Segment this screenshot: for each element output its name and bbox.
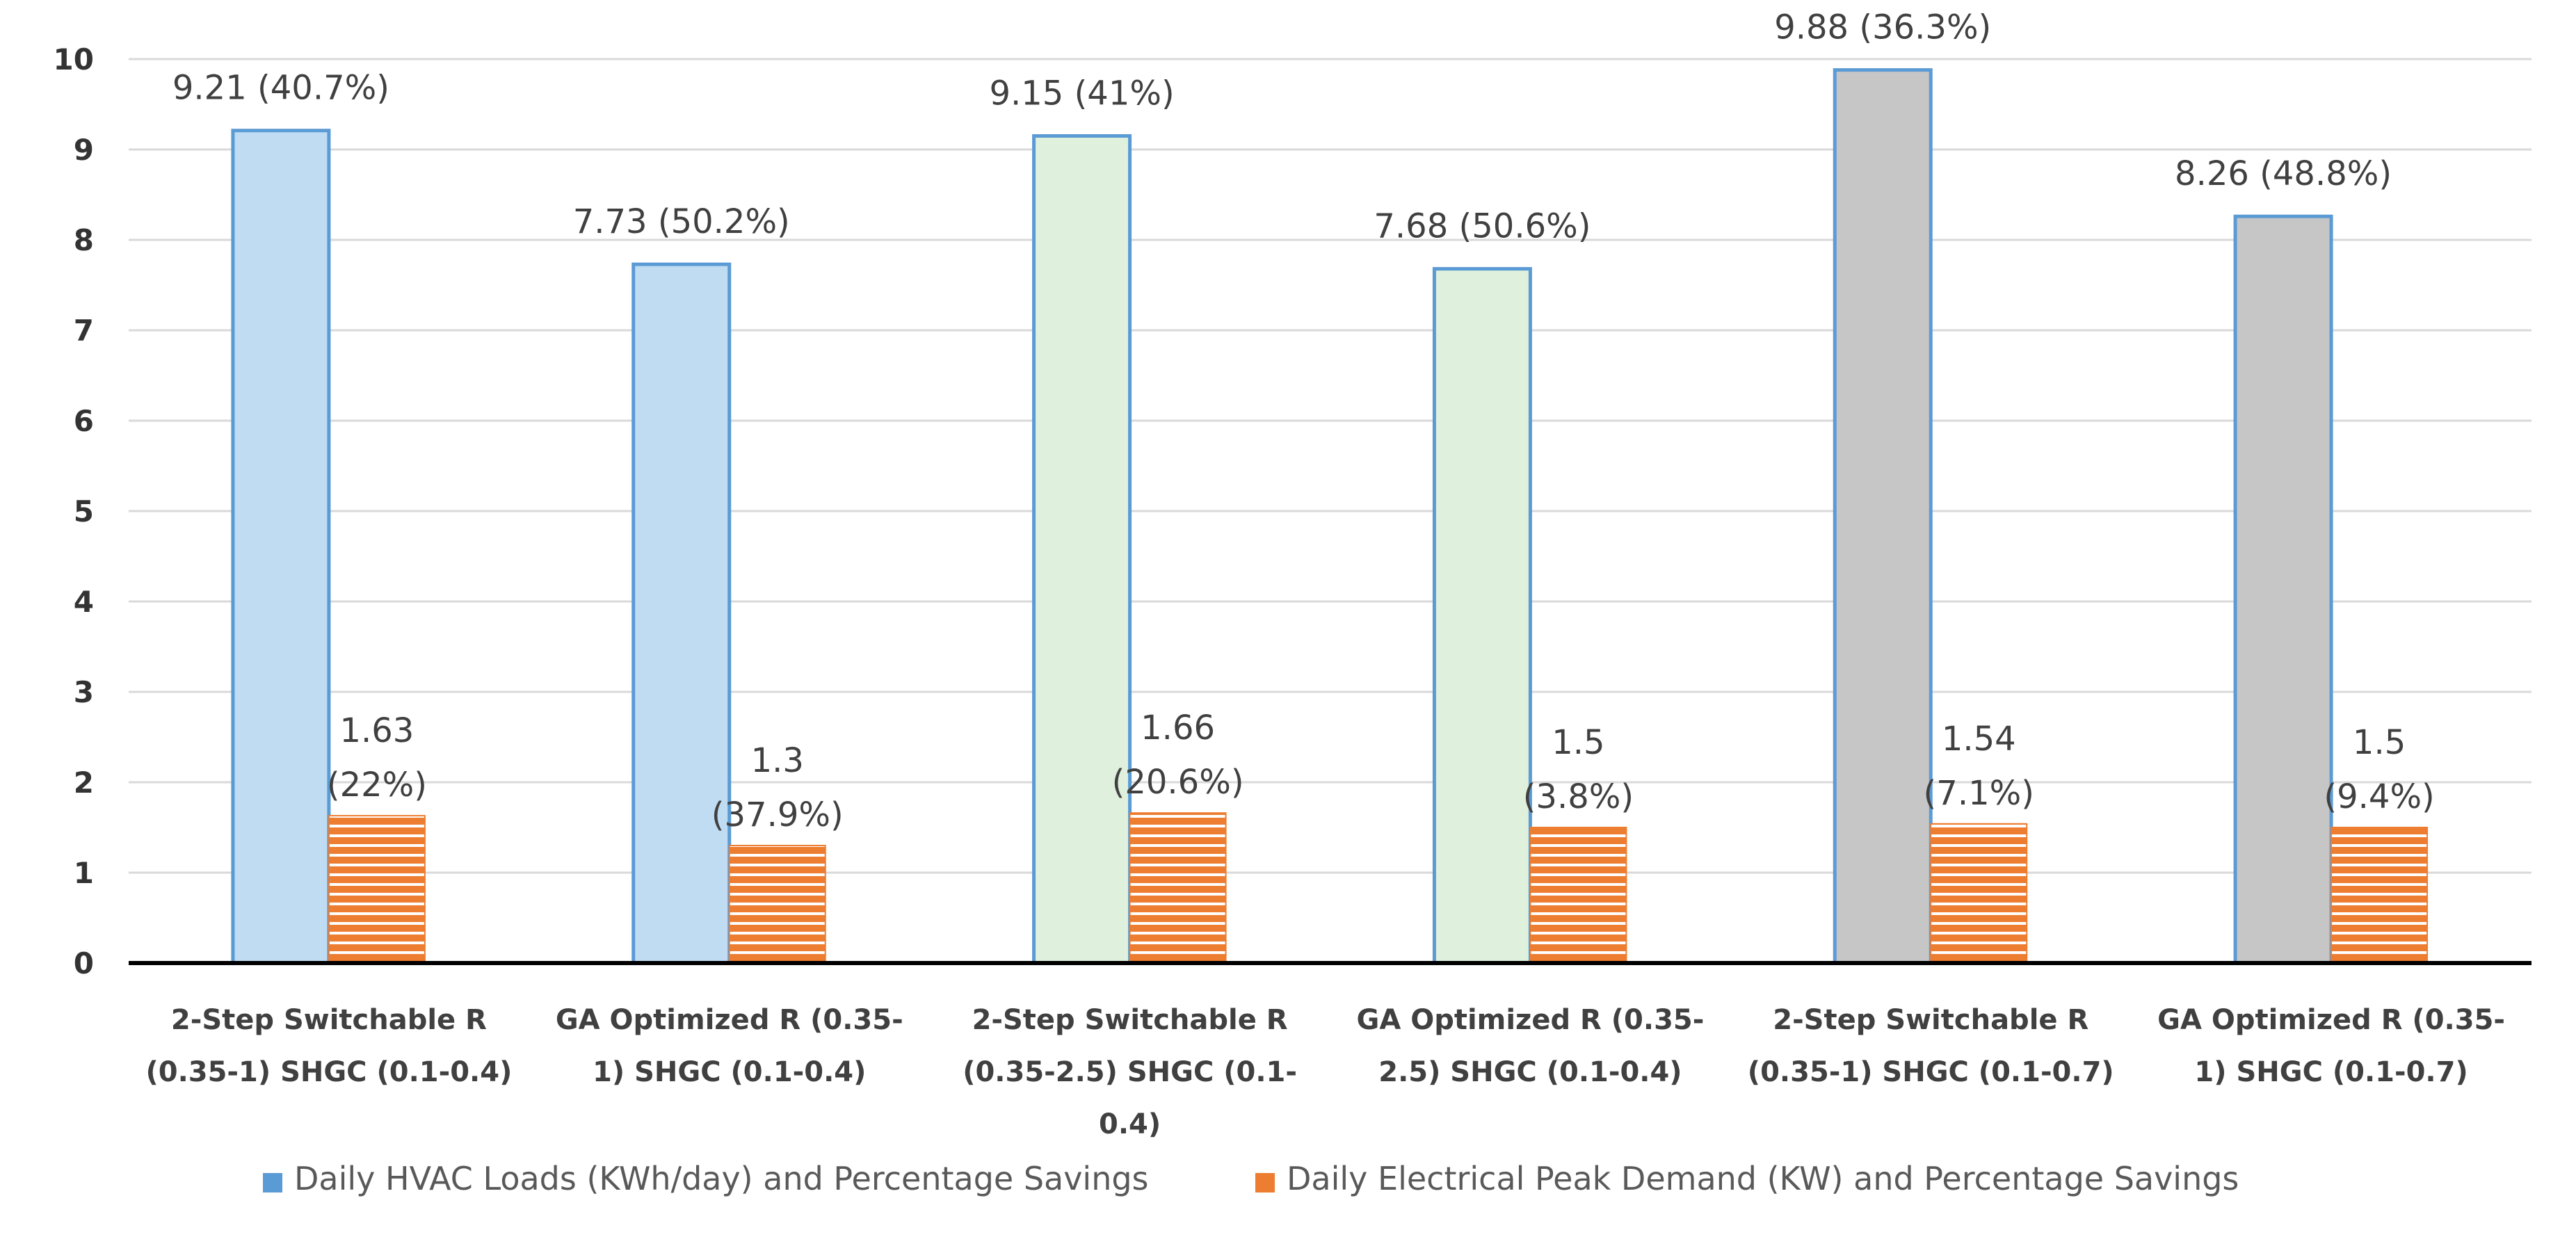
x-tick-label: (0.35-2.5) SHGC (0.1-	[963, 1056, 1297, 1088]
bar-hvac-2	[631, 262, 732, 965]
data-label-peak-demand: 1.3	[751, 741, 804, 780]
bar-hvac-3	[1032, 134, 1132, 965]
data-label-hvac: 7.73 (50.2%)	[573, 202, 790, 241]
data-label-peak-demand: (22%)	[327, 766, 427, 805]
x-tick-label: GA Optimized R (0.35-	[1356, 1004, 1704, 1036]
y-tick-label: 8	[74, 223, 94, 257]
y-tick-label: 10	[54, 42, 94, 76]
data-label-hvac: 9.15 (41%)	[989, 74, 1174, 113]
data-label-peak-demand: 1.66	[1141, 709, 1215, 747]
data-label-peak-demand: (3.8%)	[1523, 777, 1634, 816]
data-label-hvac: 9.21 (40.7%)	[172, 69, 389, 108]
x-tick-label: 1) SHGC (0.1-0.7)	[2194, 1056, 2468, 1088]
data-label-hvac: 8.26 (48.8%)	[2175, 154, 2392, 193]
y-tick-label: 7	[74, 314, 94, 348]
data-label-peak-demand: 1.54	[1942, 720, 2016, 759]
x-tick-label: (0.35-1) SHGC (0.1-0.7)	[1748, 1056, 2114, 1088]
bar-hvac-1	[231, 129, 331, 965]
data-label-hvac: 9.88 (36.3%)	[1774, 8, 1991, 47]
data-label-peak-demand: 1.63	[339, 711, 414, 750]
bar-hvac-4	[1432, 267, 1532, 965]
gridlines	[129, 58, 2531, 874]
y-tick-label: 3	[74, 675, 94, 709]
y-tick-label: 6	[74, 404, 94, 438]
bar-peak-demand-6	[2331, 827, 2429, 964]
x-tick-label: GA Optimized R (0.35-	[2157, 1004, 2505, 1036]
x-axis-tick-labels: 2-Step Switchable R (0.35-1) SHGC (0.1-0.…	[145, 1004, 2505, 1140]
bar-peak-demand-3	[1129, 812, 1227, 964]
data-label-peak-demand: (37.9%)	[711, 795, 844, 834]
y-tick-label: 9	[74, 133, 94, 167]
y-tick-label: 1	[74, 856, 94, 890]
y-tick-label: 5	[74, 494, 94, 528]
x-tick-label: 2.5) SHGC (0.1-0.4)	[1378, 1056, 1682, 1088]
x-tick-label: 2-Step Switchable R	[972, 1004, 1288, 1036]
data-label-peak-demand: (7.1%)	[1924, 774, 2034, 813]
legend-label-hvac: Daily HVAC Loads (KWh/day) and Percentag…	[294, 1160, 1149, 1197]
bar-peak-demand-1	[328, 815, 426, 964]
bar-peak-demand-2	[728, 845, 826, 964]
x-tick-label: 0.4)	[1099, 1108, 1161, 1140]
bar-hvac-6	[2233, 214, 2333, 965]
bars	[231, 68, 2429, 965]
y-axis-tick-labels: 0 1 2 3 4 5 6 7 8 9 10	[54, 42, 94, 980]
bar-peak-demand-5	[1930, 823, 2028, 964]
x-tick-label: 2-Step Switchable R	[171, 1004, 487, 1036]
x-tick-label: (0.35-1) SHGC (0.1-0.4)	[145, 1056, 512, 1088]
data-labels: 9.21 (40.7%) 1.63 (22%) 7.73 (50.2%) 1.3 (37.…	[172, 8, 2435, 834]
legend-swatch-peak-demand	[1255, 1173, 1275, 1192]
data-label-peak-demand: (9.4%)	[2324, 777, 2434, 816]
y-tick-label: 2	[74, 766, 94, 800]
x-tick-label: 2-Step Switchable R	[1773, 1004, 2088, 1036]
data-label-peak-demand: 1.5	[1552, 723, 1604, 762]
data-label-hvac: 7.68 (50.6%)	[1374, 207, 1591, 246]
bar-hvac-5	[1833, 68, 1933, 965]
legend: Daily HVAC Loads (KWh/day) and Percentag…	[263, 1160, 2239, 1197]
x-tick-label: 1) SHGC (0.1-0.4)	[593, 1056, 866, 1088]
x-tick-label: GA Optimized R (0.35-	[556, 1004, 903, 1036]
legend-swatch-hvac	[263, 1173, 282, 1192]
data-label-peak-demand: 1.5	[2353, 723, 2406, 762]
y-tick-label: 0	[74, 946, 94, 980]
y-tick-label: 4	[74, 585, 94, 619]
legend-label-peak-demand: Daily Electrical Peak Demand (KW) and Pe…	[1287, 1160, 2239, 1197]
bar-peak-demand-4	[1529, 827, 1627, 964]
data-label-peak-demand: (20.6%)	[1112, 763, 1244, 802]
